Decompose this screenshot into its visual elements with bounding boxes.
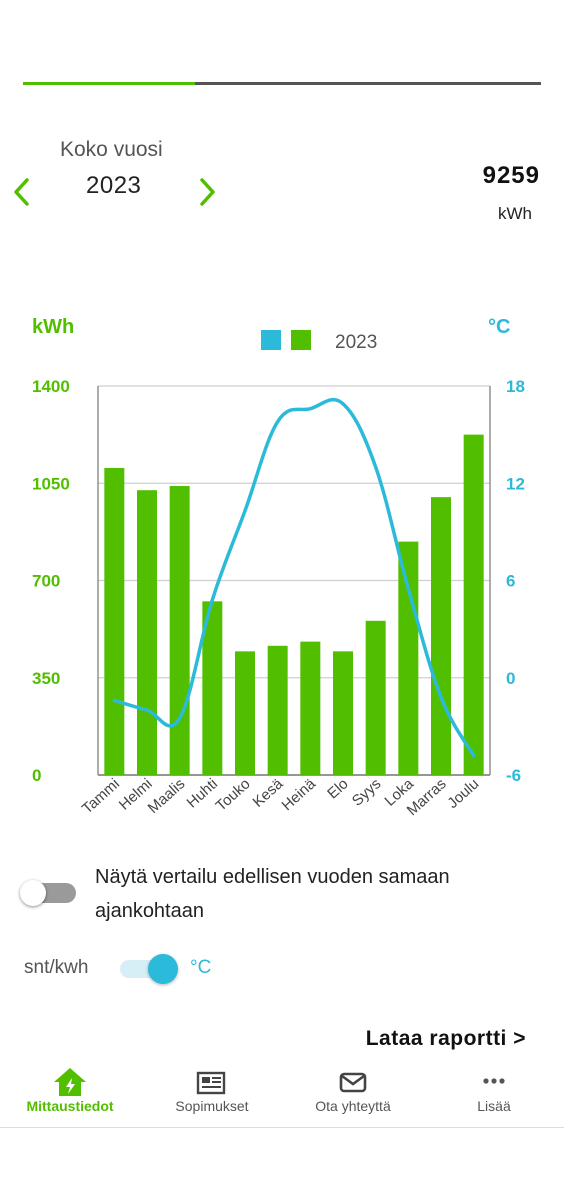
bar-marras — [431, 497, 451, 775]
bar-tammi — [104, 467, 125, 775]
bar-huhti — [202, 601, 223, 775]
price-temperature-toggle[interactable] — [118, 954, 178, 984]
right-axis-unit: °C — [488, 316, 510, 338]
nav-label: Ota yhteyttä — [315, 1098, 391, 1114]
right-axis-tick: 12 — [506, 474, 525, 493]
month-label-touko: Touko — [213, 775, 254, 814]
temperature-line — [112, 397, 476, 758]
legend-swatch-consumption — [291, 330, 311, 350]
period-progress-track — [23, 82, 541, 85]
nav-item-sopimukset[interactable]: Sopimukset — [142, 1063, 282, 1125]
bar-maalis — [169, 486, 190, 775]
month-label-heinä: Heinä — [279, 775, 320, 814]
month-label-elo: Elo — [324, 775, 351, 802]
home-lightning-icon — [54, 1068, 86, 1096]
bar-touko — [235, 651, 255, 775]
month-label-maalis: Maalis — [145, 775, 189, 817]
right-axis-tick: 6 — [506, 572, 515, 591]
compare-previous-year-toggle[interactable] — [20, 880, 78, 906]
period-label: Koko vuosi — [60, 138, 163, 161]
total-consumption-value: 9259 — [482, 162, 540, 189]
chevron-left-icon — [14, 178, 29, 206]
bar-syys — [365, 620, 386, 775]
nav-item-ota-yhteytta[interactable]: Ota yhteyttä — [283, 1063, 423, 1125]
bar-heinä — [300, 641, 321, 775]
left-axis-unit: kWh — [32, 316, 74, 338]
month-label-syys: Syys — [349, 775, 385, 809]
left-axis-tick: 1400 — [32, 377, 70, 396]
month-label-joulu: Joulu — [444, 775, 482, 812]
nav-label: Lisää — [477, 1098, 511, 1114]
right-axis-tick: -6 — [506, 766, 521, 785]
more-dots-icon — [483, 1078, 505, 1084]
legend-swatch-temperature — [261, 330, 281, 350]
price-unit-label[interactable]: snt/kwh — [24, 957, 89, 978]
next-year-button[interactable] — [192, 172, 222, 212]
download-report-link[interactable]: Lataa raportti > — [365, 1027, 526, 1050]
legend-label: 2023 — [335, 332, 377, 353]
newspaper-icon — [196, 1071, 226, 1095]
bar-helmi — [137, 490, 157, 775]
nav-label: Mittaustiedot — [26, 1098, 114, 1114]
nav-item-lisaa[interactable]: Lisää — [424, 1063, 564, 1125]
unit-toggle-knob — [148, 954, 178, 984]
left-axis-tick: 350 — [32, 669, 60, 688]
chevron-right-icon — [200, 178, 215, 206]
consumption-chart: kWh °C2023035070010501400-6061218TammiHel… — [32, 316, 525, 819]
bottom-navigation: Mittaustiedot Sopimukset Ota yhteyttä Li… — [0, 1063, 564, 1128]
period-progress-fill — [23, 82, 196, 85]
left-axis-tick: 0 — [32, 766, 41, 785]
selected-year: 2023 — [86, 172, 142, 199]
compare-toggle-knob — [20, 880, 46, 906]
left-axis-tick: 700 — [32, 572, 60, 591]
bar-loka — [398, 541, 419, 775]
bar-elo — [333, 651, 353, 775]
month-label-tammi: Tammi — [79, 775, 123, 817]
compare-previous-year-label: Näytä vertailu edellisen vuoden samaan a… — [95, 866, 450, 922]
nav-label: Sopimukset — [175, 1098, 249, 1114]
left-axis-tick: 1050 — [32, 474, 70, 493]
previous-year-button[interactable] — [8, 172, 38, 212]
nav-item-mittaustiedot[interactable]: Mittaustiedot — [0, 1063, 140, 1125]
total-consumption-unit: kWh — [498, 204, 532, 223]
bar-joulu — [463, 434, 484, 775]
right-axis-tick: 18 — [506, 377, 525, 396]
temperature-unit-label[interactable]: °C — [190, 957, 212, 978]
bar-kesä — [267, 645, 288, 775]
right-axis-tick: 0 — [506, 669, 515, 688]
envelope-icon — [339, 1072, 367, 1093]
